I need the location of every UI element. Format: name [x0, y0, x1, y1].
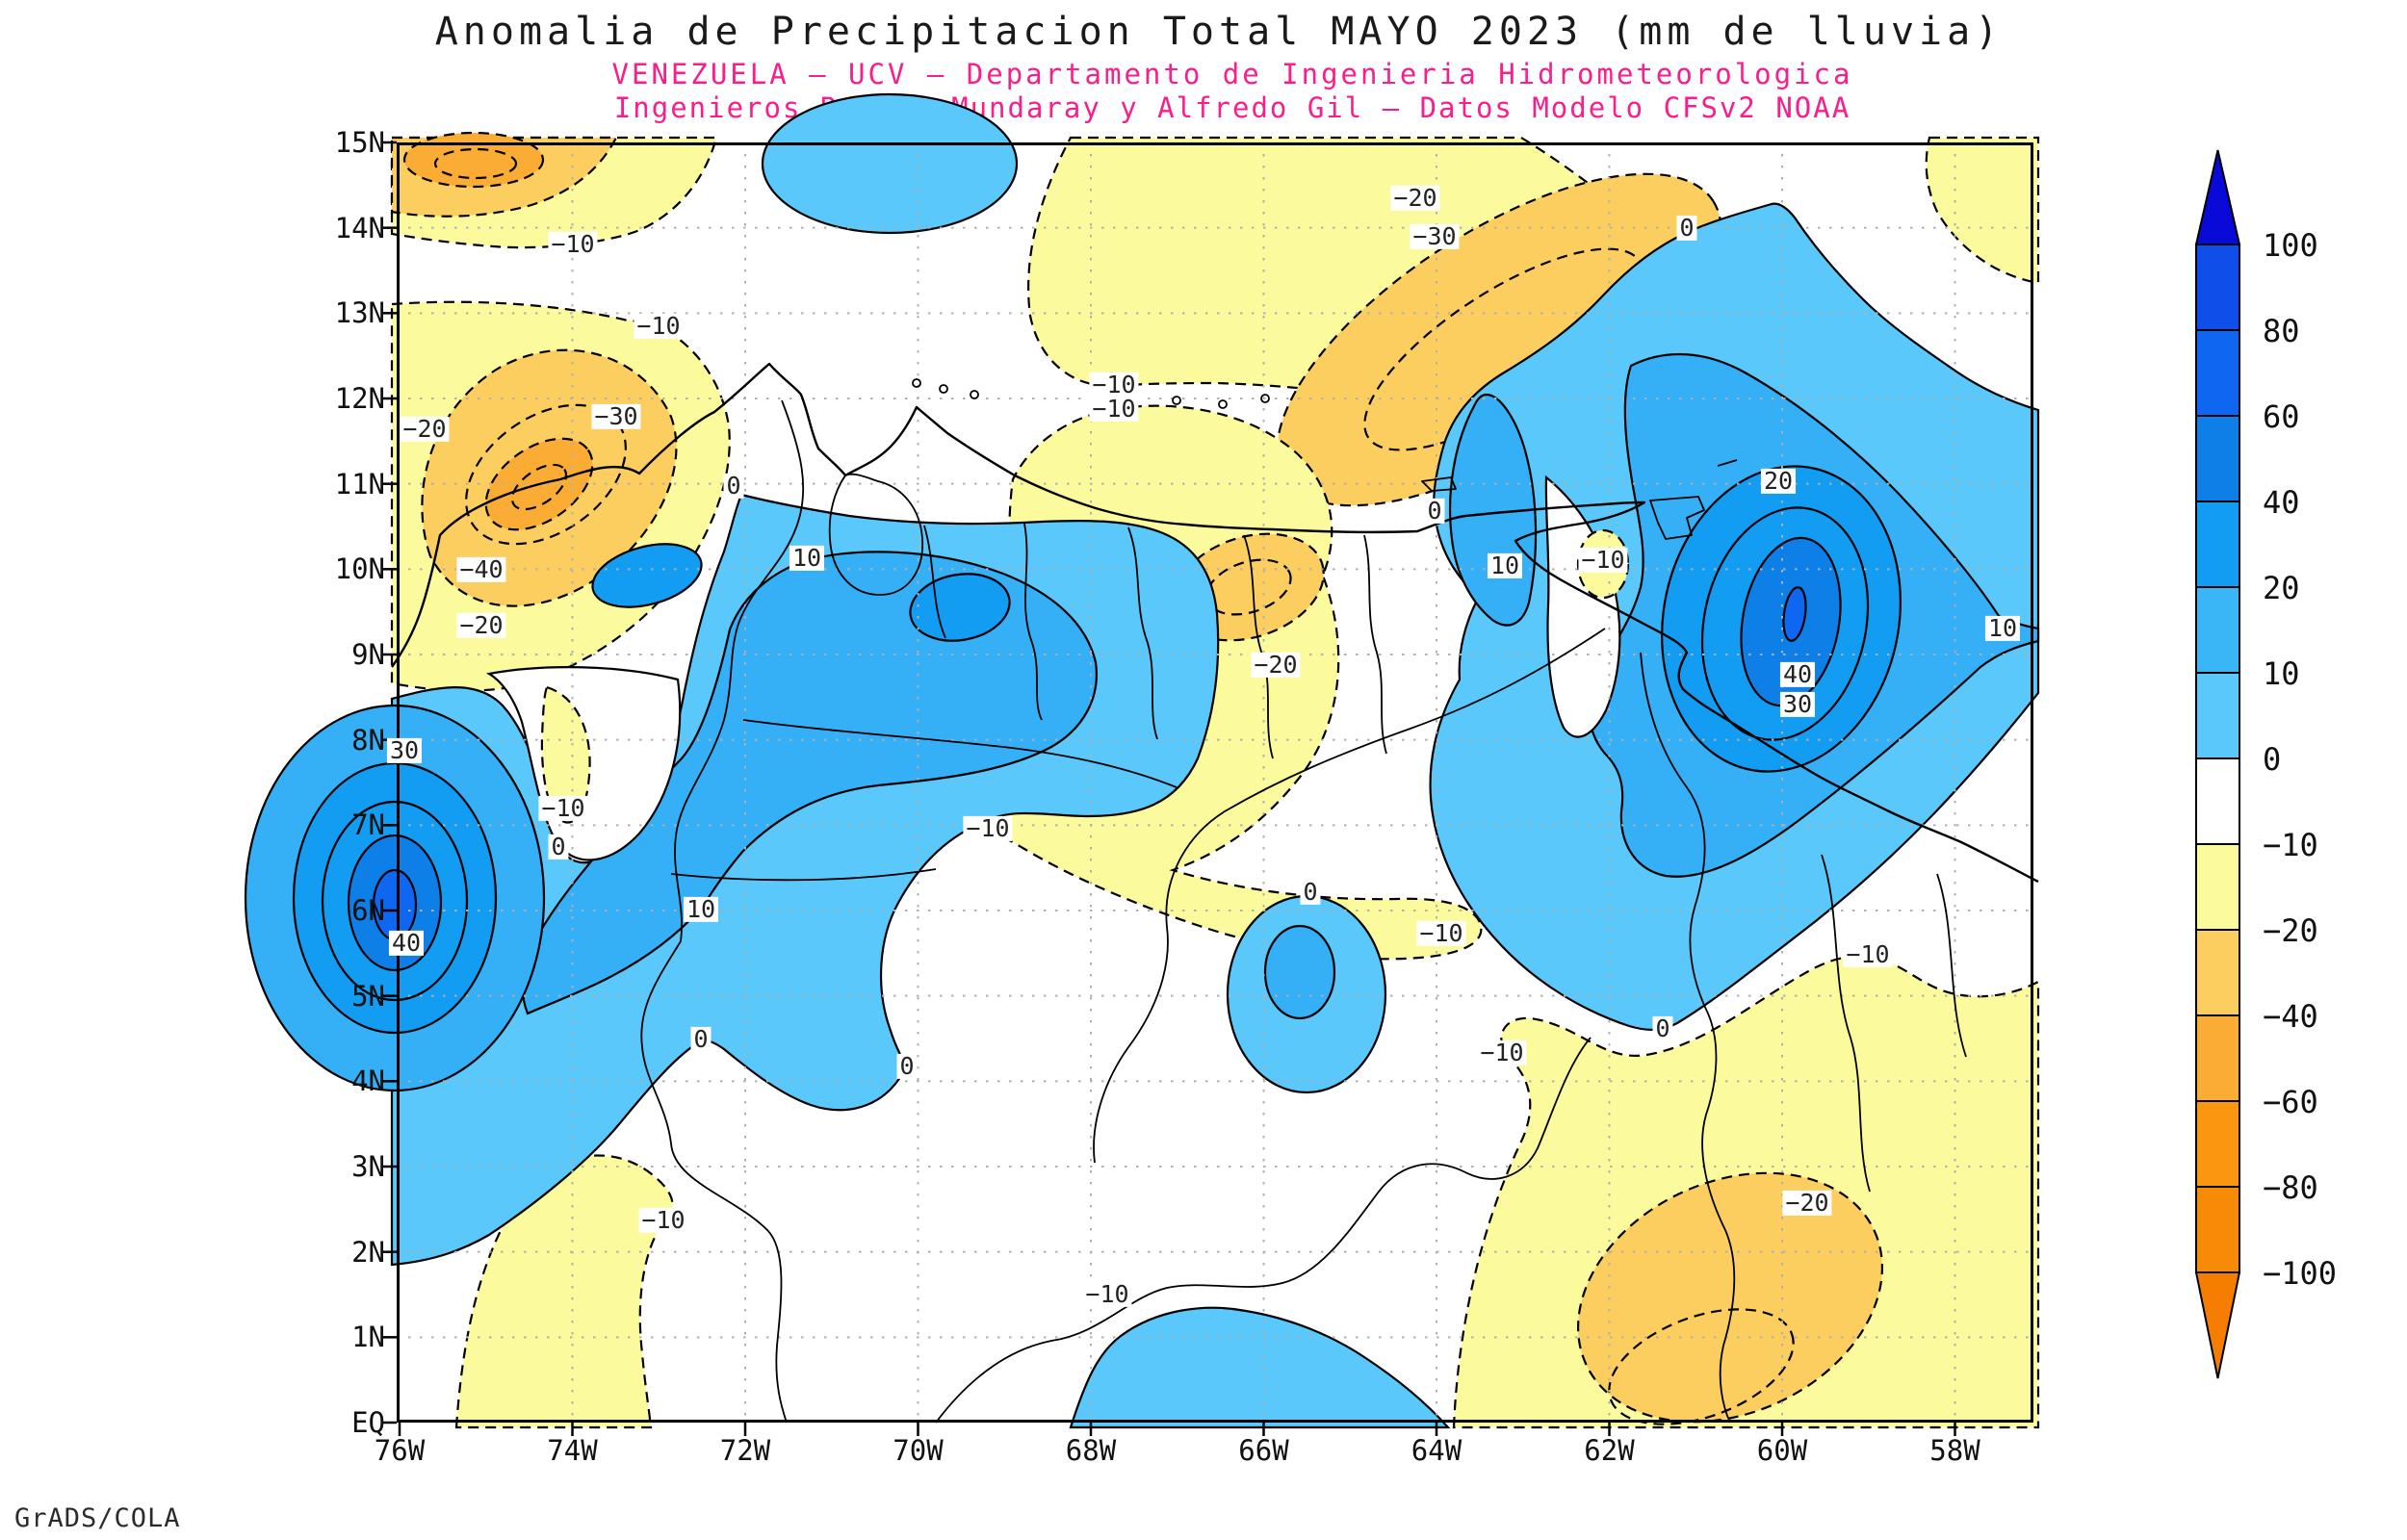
lon-tick-label: 68W: [1043, 1434, 1139, 1467]
contour-label: 0: [548, 834, 568, 860]
contour-label: 0: [896, 1054, 917, 1079]
colorbar-tick-label: −60: [2263, 1084, 2318, 1120]
contour-label: 40: [389, 931, 424, 956]
colorbar-tick-label: 100: [2263, 227, 2318, 264]
contour-label: −10: [634, 314, 683, 339]
colorbar-arrow-down: [2196, 1272, 2239, 1378]
lat-tick-label: 14N: [308, 212, 385, 244]
contour-label: −10: [638, 1208, 687, 1233]
lat-tick-label: 11N: [308, 468, 385, 500]
contour-label: −30: [591, 404, 640, 429]
contour-label: −10: [538, 796, 587, 821]
contour-label: −20: [456, 613, 505, 638]
contour-label: −10: [1477, 1040, 1526, 1065]
colorbar-tick-label: 10: [2263, 655, 2300, 692]
colorbar-segment: [2196, 758, 2239, 844]
lon-tick-label: 76W: [351, 1434, 448, 1467]
contour-label: −20: [400, 417, 449, 442]
colorbar-segment: [2196, 844, 2239, 930]
lon-tick-label: 62W: [1562, 1434, 1658, 1467]
colorbar-tick-label: 80: [2263, 313, 2300, 349]
contour-label: −20: [1390, 186, 1439, 211]
lat-tick-label: 2N: [308, 1236, 385, 1269]
lon-tick-label: 72W: [697, 1434, 793, 1467]
colorbar-tick-label: −80: [2263, 1169, 2318, 1206]
lat-tick-label: 15N: [308, 126, 385, 159]
lat-tick-label: 10N: [308, 552, 385, 585]
colorbar-segment: [2196, 587, 2239, 673]
lon-tick-label: 60W: [1734, 1434, 1830, 1467]
contour-label: 0: [723, 474, 743, 499]
contour-label: −20: [1251, 653, 1300, 678]
colorbar-arrow-up: [2196, 150, 2239, 244]
contour-label: −10: [548, 232, 597, 257]
colorbar-tick-label: −100: [2263, 1255, 2337, 1292]
contour-label: 0: [1652, 1016, 1672, 1041]
contour-label: 20: [1761, 469, 1796, 494]
lon-tick-label: 74W: [525, 1434, 621, 1467]
colorbar-segment: [2196, 1101, 2239, 1187]
contour-label: −10: [963, 816, 1012, 841]
contour-label: −10: [1578, 548, 1627, 573]
lat-tick-label: 5N: [308, 980, 385, 1013]
colorbar-tick-label: 60: [2263, 398, 2300, 435]
lat-tick-label: 13N: [308, 296, 385, 329]
contour-label: −30: [1410, 224, 1459, 249]
lon-tick-label: 58W: [1907, 1434, 2004, 1467]
lat-tick-label: 4N: [308, 1065, 385, 1097]
colorbar-segment: [2196, 330, 2239, 416]
contour-label: 30: [1780, 692, 1815, 717]
contour-label: 30: [387, 738, 422, 763]
grads-cola-credit: GrADS/COLA: [14, 1503, 181, 1533]
lat-tick-label: 6N: [308, 894, 385, 927]
colorbar-tick-label: 0: [2263, 741, 2281, 778]
lat-tick-label: 3N: [308, 1150, 385, 1183]
lat-tick-label: 12N: [308, 382, 385, 415]
contour-label: 40: [1780, 662, 1815, 687]
contour-label: 0: [1676, 216, 1696, 241]
colorbar-segment: [2196, 244, 2239, 330]
contour-label: 0: [690, 1027, 711, 1052]
contour-label: 0: [1300, 880, 1320, 905]
contour-label: −40: [456, 557, 505, 582]
contour-label: 10: [1488, 553, 1522, 578]
colorbar-segment: [2196, 501, 2239, 587]
contour-label: −10: [1089, 397, 1138, 422]
contour-label: 10: [1985, 616, 2020, 641]
contour-label: −10: [1416, 921, 1465, 946]
contour-label: −10: [1082, 1282, 1131, 1307]
colorbar-tick-label: 40: [2263, 484, 2300, 521]
lon-tick-label: 64W: [1388, 1434, 1485, 1467]
contour-label: 0: [1424, 499, 1444, 524]
page-title: Anomalia de Precipitacion Total MAYO 202…: [435, 10, 2004, 54]
lat-tick-label: 1N: [308, 1321, 385, 1353]
colorbar-segment: [2196, 673, 2239, 758]
contour-label: 10: [789, 546, 824, 571]
lat-tick-label: 8N: [308, 724, 385, 757]
colorbar-tick-label: −10: [2263, 827, 2318, 863]
colorbar-segment: [2196, 1015, 2239, 1101]
colorbar-segment: [2196, 416, 2239, 501]
colorbar-segment: [2196, 930, 2239, 1015]
colorbar-tick-label: 20: [2263, 570, 2300, 606]
lon-tick-label: 70W: [870, 1434, 967, 1467]
lat-tick-label: 7N: [308, 808, 385, 841]
lat-tick-label: 9N: [308, 638, 385, 671]
colorbar-segment: [2196, 1187, 2239, 1272]
contour-label: −20: [1782, 1191, 1831, 1216]
lon-tick-label: 66W: [1216, 1434, 1312, 1467]
contour-label: 10: [684, 897, 718, 922]
colorbar-tick-label: −20: [2263, 912, 2318, 949]
contour-label: −10: [1843, 942, 1892, 967]
colorbar-tick-label: −40: [2263, 998, 2318, 1035]
subtitle-line-1: VENEZUELA — UCV — Departamento de Ingeni…: [612, 58, 1853, 90]
